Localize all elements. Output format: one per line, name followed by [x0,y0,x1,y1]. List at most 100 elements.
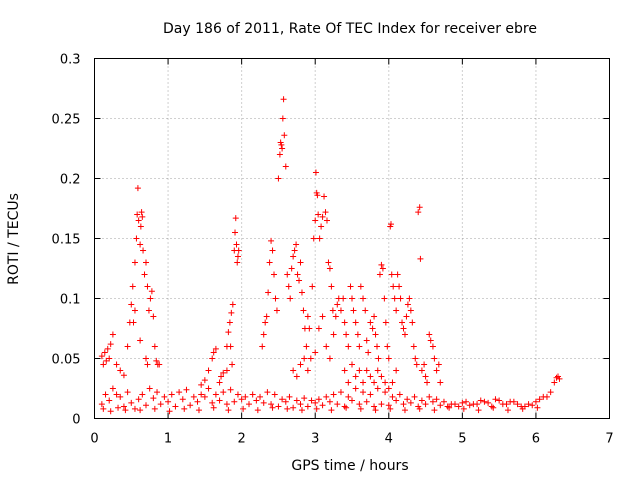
data-point [378,261,385,268]
data-point [106,355,113,362]
data-point [375,355,382,362]
data-point [426,393,433,400]
x-axis-label: GPS time / hours [291,458,408,474]
data-point [284,405,291,412]
data-point [323,393,330,400]
data-point [113,391,120,398]
data-point [134,185,141,192]
data-point [266,259,273,266]
data-point [340,295,347,302]
data-point [309,283,316,290]
data-point [153,357,160,364]
data-point [385,385,392,392]
data-point [543,393,550,400]
data-point [329,307,336,314]
data-point [485,399,492,406]
data-point [421,361,428,368]
data-point [109,331,116,338]
data-point [376,271,383,278]
data-point [190,393,197,400]
data-point [396,283,403,290]
data-point [209,355,216,362]
data-point [363,367,370,374]
data-point [253,397,260,404]
data-point [139,391,146,398]
data-point [259,343,266,350]
data-point [400,401,407,408]
data-point [354,331,361,338]
data-point [226,319,233,326]
data-point [223,401,230,408]
data-point [417,255,424,262]
y-tick-label: 0.2 [60,173,81,188]
data-point [269,404,276,411]
data-point [234,253,241,260]
data-point [393,367,400,374]
data-point [298,289,305,296]
data-point [547,389,554,396]
data-point [341,319,348,326]
data-point [310,235,317,242]
data-point [418,397,425,404]
data-point [228,309,235,316]
data-point [321,193,328,200]
tick-labels: 0 1 2 3 4 5 6 7 0 0.05 0.1 0.15 0.2 0.25 0.3 [52,53,614,447]
data-point [269,247,276,254]
data-point [328,283,335,290]
data-point [212,345,219,352]
data-point [227,386,234,393]
data-point [216,379,223,386]
data-point [130,319,137,326]
data-point [143,402,149,409]
data-point [401,331,408,338]
data-point [120,372,127,379]
data-point [156,361,163,368]
data-point [290,367,297,374]
data-point [124,343,131,350]
data-point [233,241,240,248]
data-point [352,385,359,392]
data-point [349,295,355,302]
data-point [187,402,194,409]
data-point [300,307,307,314]
data-point [271,271,278,278]
data-point [131,307,138,314]
data-point [286,393,293,400]
data-point [312,399,319,406]
data-point [249,391,256,398]
data-point [350,307,357,314]
data-point [312,217,319,224]
data-point [272,295,279,302]
data-point [411,393,418,400]
data-point [281,132,288,139]
data-point [323,343,330,350]
data-point [330,331,337,338]
data-point [148,288,155,295]
data-point [437,379,444,386]
data-point [117,393,124,400]
data-point [326,398,333,405]
data-point [525,401,532,408]
data-point [254,407,261,414]
data-point [268,401,275,408]
data-point [145,307,152,314]
data-point [134,211,141,218]
data-point [179,396,186,403]
data-point [288,265,295,272]
data-point [234,259,241,266]
data-point [205,367,212,374]
data-point [312,169,319,176]
data-point [220,369,227,376]
data-point [356,343,363,350]
data-point [234,391,241,398]
data-point [135,217,142,224]
data-point [356,367,363,374]
data-point [385,402,392,409]
data-point [328,407,335,414]
data-point [389,379,396,386]
data-point [106,397,113,404]
data-point [475,407,482,414]
data-point [323,217,330,224]
data-point [437,402,444,409]
data-point [131,259,138,266]
